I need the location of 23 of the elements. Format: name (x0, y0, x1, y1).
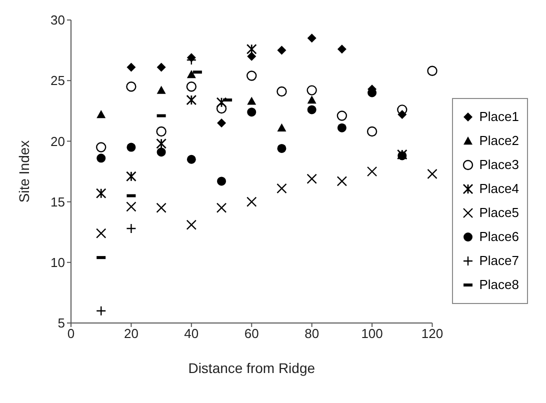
legend-label: Place8 (479, 277, 519, 292)
legend-label: Place3 (479, 157, 519, 172)
x-tick-label: 120 (421, 326, 444, 342)
legend-label: Place7 (479, 253, 519, 268)
y-tick-label: 25 (50, 73, 65, 88)
x-tick-label: 80 (304, 326, 320, 342)
y-tick-label: 20 (50, 134, 65, 149)
x-tick-label: 40 (184, 326, 199, 342)
legend-label: Place5 (479, 205, 519, 220)
y-tick-label: 15 (50, 194, 65, 210)
y-tick-label: 5 (58, 316, 65, 331)
legend-label: Place1 (479, 109, 519, 124)
y-tick-label: 10 (50, 255, 65, 270)
x-tick-label: 100 (361, 326, 383, 342)
legend-label: Place2 (479, 133, 519, 148)
y-axis-title: Site Index (16, 140, 32, 203)
legend-label: Place6 (479, 229, 519, 244)
x-tick-label: 20 (124, 326, 138, 342)
x-tick-label: 0 (67, 326, 75, 342)
x-axis-title: Distance from Ridge (188, 360, 316, 376)
y-tick-label: 30 (50, 12, 65, 28)
legend-label: Place4 (479, 181, 519, 196)
x-tick-label: 60 (244, 326, 259, 342)
